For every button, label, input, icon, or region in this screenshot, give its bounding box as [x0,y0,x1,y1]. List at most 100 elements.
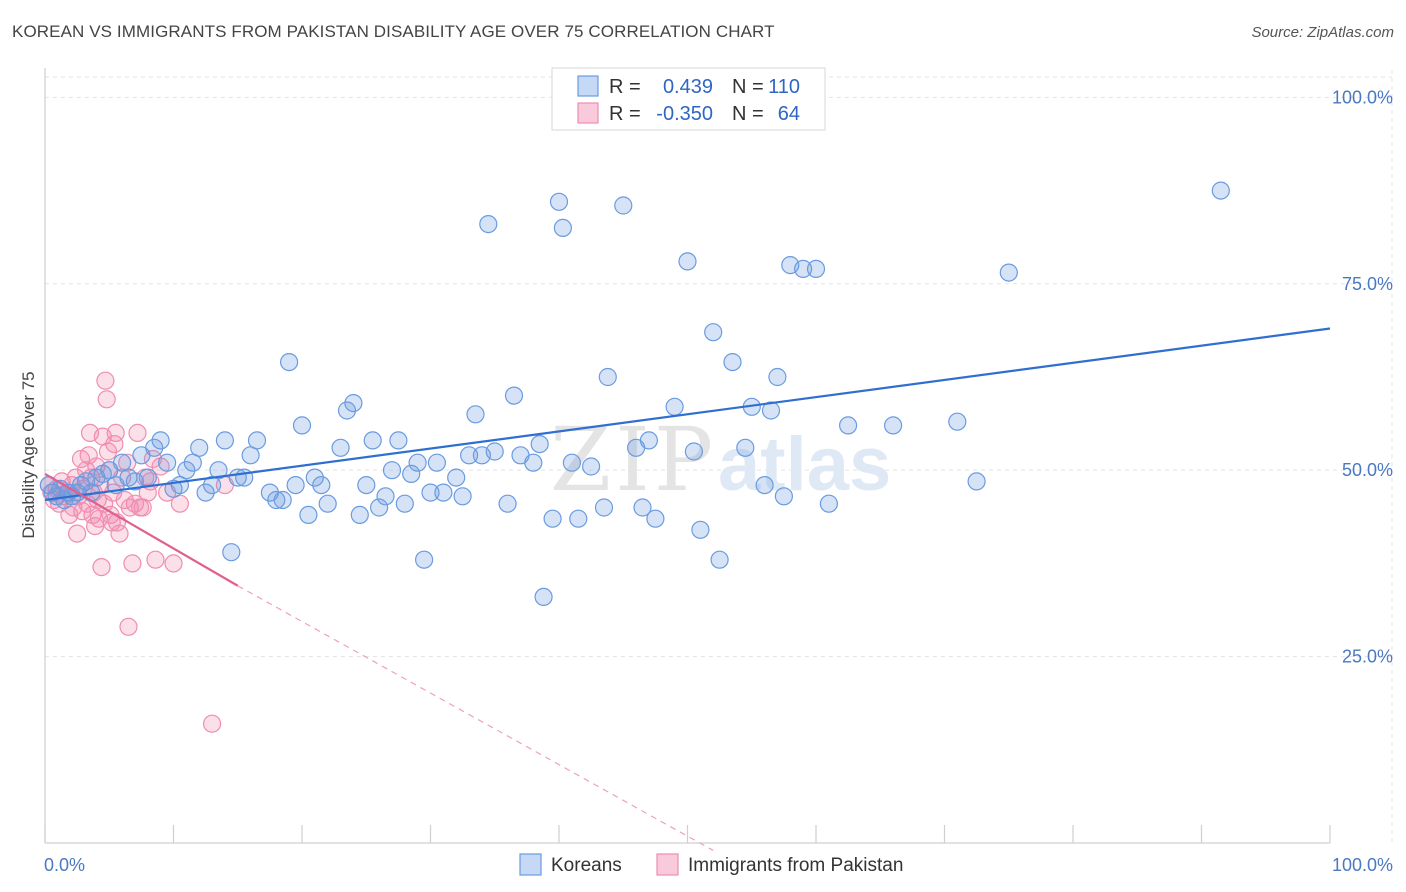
point-korean-30 [209,461,228,480]
point-pakistan-57 [146,550,165,569]
point-korean-71 [498,494,517,513]
x-tick-label-0: 0.0% [44,855,85,875]
point-korean-84 [598,367,617,387]
series-koreans-points [39,181,1230,607]
point-korean-69 [479,215,498,234]
point-pakistan-34 [98,442,118,461]
x-tick-label-1: 100.0% [1332,855,1393,875]
point-korean-108 [883,416,903,435]
watermark-zip: ZIP [550,408,717,511]
point-pakistan-12 [67,524,87,543]
point-korean-32 [222,543,241,562]
point-korean-75 [530,435,549,454]
y-tick-label-3: 100.0% [1332,87,1393,107]
bottom-legend: Koreans Immigrants from Pakistan [519,853,903,876]
point-korean-48 [337,401,357,420]
series-pakistan-points [39,371,234,733]
point-korean-83 [594,498,614,517]
bottom-legend-swatch-pakistan [656,853,679,876]
x-tick-labels: 0.0% 100.0% [44,855,1393,875]
point-pakistan-40 [106,423,125,442]
point-korean-90 [665,397,684,416]
trend-lines [44,327,1331,851]
point-korean-22 [158,453,177,472]
legend-swatch-koreans [577,75,599,97]
point-korean-78 [549,192,569,211]
point-korean-82 [581,457,601,476]
point-korean-95 [710,550,729,569]
point-korean-20 [145,438,164,457]
chart-source: Source: ZipAtlas.com [1251,24,1394,41]
point-korean-81 [569,509,588,528]
point-korean-112 [1211,181,1230,200]
legend-box: R = 0.439 N = 110 R = -0.350 N = 64 [551,67,826,131]
point-korean-41 [286,476,305,495]
point-pakistan-54 [138,483,157,502]
legend-r-value-pakistan: -0.350 [656,103,713,125]
point-korean-100 [761,401,781,420]
point-korean-66 [460,446,479,465]
bottom-legend-koreans: Koreans [551,855,622,876]
point-korean-76 [534,587,553,607]
point-korean-67 [466,405,485,424]
y-tick-labels: 25.0% 50.0% 75.0% 100.0% [1332,87,1393,666]
point-korean-52 [363,431,382,450]
point-korean-31 [215,431,234,450]
legend-r-label-pakistan: R = [609,103,641,125]
point-korean-111 [999,263,1018,282]
point-korean-89 [646,509,665,528]
point-pakistan-33 [97,390,116,409]
point-korean-19 [138,468,157,487]
point-korean-56 [389,431,408,450]
point-korean-101 [768,367,787,387]
point-korean-61 [421,483,440,502]
point-korean-97 [736,438,755,457]
chart-title: KOREAN VS IMMIGRANTS FROM PAKISTAN DISAB… [12,22,775,41]
point-korean-107 [838,416,858,435]
point-korean-47 [331,438,350,457]
point-korean-51 [357,476,376,495]
point-korean-49 [344,394,363,413]
point-korean-72 [504,386,524,405]
point-korean-59 [408,453,427,472]
point-korean-91 [678,252,697,271]
watermark-atlas: atlas [718,422,891,507]
point-korean-105 [806,259,826,278]
point-korean-104 [793,259,813,278]
point-korean-25 [177,461,196,480]
point-korean-40 [280,353,299,372]
bottom-legend-pakistan: Immigrants from Pakistan [688,855,903,876]
watermark: ZIP atlas [550,408,891,511]
point-korean-60 [415,550,434,569]
point-korean-102 [774,487,794,506]
point-korean-46 [318,494,337,513]
point-pakistan-32 [96,371,115,390]
point-korean-63 [434,483,453,502]
point-korean-80 [562,453,582,472]
point-korean-57 [395,494,414,513]
point-korean-64 [447,468,466,487]
point-korean-106 [819,494,839,513]
y-tick-label-2: 75.0% [1342,274,1393,294]
point-korean-58 [402,464,421,483]
point-korean-62 [427,453,446,472]
point-korean-65 [453,487,472,506]
point-korean-42 [292,416,312,435]
point-korean-45 [312,476,331,495]
point-korean-87 [633,498,652,517]
legend-n-label-pakistan: N = [732,103,764,125]
point-korean-109 [948,412,967,431]
legend-n-label-koreans: N = [732,76,764,98]
point-korean-54 [376,487,395,506]
point-pakistan-42 [110,524,129,543]
point-korean-70 [485,442,504,461]
point-korean-88 [639,431,659,450]
point-korean-44 [305,468,324,487]
point-pakistan-60 [164,554,183,573]
legend-r-label-koreans: R = [609,76,641,98]
point-pakistan-50 [128,423,147,442]
point-korean-96 [723,353,742,372]
point-pakistan-48 [123,554,142,573]
point-korean-74 [524,453,543,472]
